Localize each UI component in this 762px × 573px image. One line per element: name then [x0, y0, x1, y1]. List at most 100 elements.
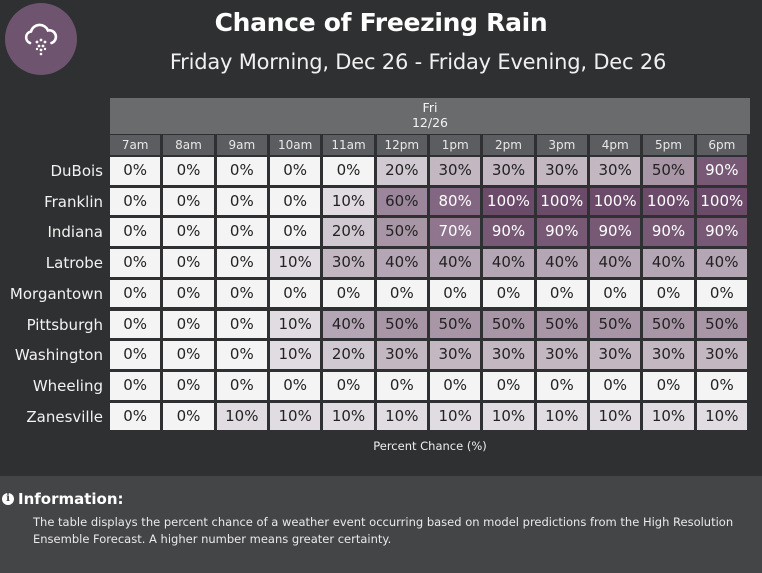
heatmap-cell: 90% [536, 218, 587, 247]
heatmap-cell: 0% [270, 279, 321, 308]
heatmap-cell: 10% [216, 402, 267, 431]
hour-header-row: 7am 8am 9am 10am 11am 12pm 1pm 2pm 3pm 4pm 5pm 6pm [110, 135, 750, 155]
heatmap-cell: 0% [163, 341, 214, 369]
heatmap-cell: 0% [163, 157, 214, 185]
heatmap-cell: 0% [270, 218, 321, 247]
info-heading-text: Information: [18, 490, 124, 508]
heatmap-cell: 30% [696, 341, 747, 369]
day-header: Fri 12/26 [110, 98, 750, 134]
heatmap-cell: 0% [270, 187, 321, 216]
heatmap-cell: 0% [643, 371, 694, 400]
heatmap-cell: 30% [643, 341, 694, 369]
row-label: Wheeling [32, 376, 103, 395]
heatmap-cell: 40% [536, 249, 587, 277]
heatmap-cell: 0% [216, 371, 267, 400]
heatmap-cell: 10% [536, 402, 587, 431]
day-date: 12/26 [411, 115, 449, 130]
heatmap-cell: 0% [110, 371, 161, 400]
heatmap-cell: 0% [323, 157, 374, 185]
heatmap-cell: 30% [536, 341, 587, 369]
info-heading: i Information: [2, 490, 124, 508]
heatmap-cell: 0% [430, 279, 481, 308]
heatmap-cell: 0% [590, 371, 641, 400]
chart-title: Chance of Freezing Rain [214, 8, 548, 37]
heatmap-cell: 0% [323, 371, 374, 400]
heatmap-cell: 100% [643, 187, 694, 216]
heatmap-cell: 0% [696, 371, 747, 400]
info-text: The table displays the percent chance of… [33, 515, 734, 546]
heatmap-cell: 40% [483, 249, 534, 277]
heatmap-cell: 40% [590, 249, 641, 277]
heatmap-cell: 0% [163, 402, 214, 431]
heatmap-cell: 30% [536, 157, 587, 185]
info-icon: i [2, 493, 14, 505]
heatmap-cell: 30% [590, 157, 641, 185]
freezing-rain-cloud-icon [24, 23, 58, 56]
heatmap-cell: 50% [430, 310, 481, 339]
hour-header: 5pm [643, 135, 694, 155]
heatmap-cell: 0% [110, 157, 161, 185]
heatmap-cell: 10% [430, 402, 481, 431]
heatmap-cell: 10% [696, 402, 747, 431]
heatmap-cell: 30% [590, 341, 641, 369]
hour-header: 3pm [536, 135, 587, 155]
heatmap-cell: 100% [696, 187, 747, 216]
heatmap-cell: 0% [110, 341, 161, 369]
heatmap-cell: 0% [163, 371, 214, 400]
heatmap-cell: 0% [483, 371, 534, 400]
row-label: Zanesville [26, 407, 103, 426]
heatmap-cell: 0% [163, 187, 214, 216]
heatmap-cell: 0% [110, 249, 161, 277]
heatmap-cell: 10% [643, 402, 694, 431]
row-label: Morgantown [9, 284, 103, 303]
heatmap-cell: 30% [323, 249, 374, 277]
heatmap-cell: 50% [536, 310, 587, 339]
heatmap-cell: 90% [643, 218, 694, 247]
heatmap-cell: 100% [590, 187, 641, 216]
heatmap-cell: 0% [163, 218, 214, 247]
heatmap-cell: 0% [110, 279, 161, 308]
chart-subtitle: Friday Morning, Dec 26 - Friday Evening,… [169, 50, 667, 74]
heatmap-cell: 0% [110, 187, 161, 216]
heatmap-cell: 0% [163, 310, 214, 339]
heatmap-cell: 0% [483, 279, 534, 308]
heatmap-cell: 20% [323, 341, 374, 369]
heatmap-cell: 0% [536, 371, 587, 400]
heatmap-cell: 10% [376, 402, 427, 431]
info-panel: i Information: The table displays the pe… [0, 476, 762, 573]
heatmap-cell: 50% [376, 310, 427, 339]
heatmap-cell: 10% [323, 187, 374, 216]
heatmap-cell: 70% [430, 218, 481, 247]
hour-header: 9am [216, 135, 267, 155]
heatmap-cell: 0% [643, 279, 694, 308]
row-label: Franklin [44, 192, 103, 211]
heatmap-cell: 80% [430, 187, 481, 216]
heatmap-cell: 0% [590, 279, 641, 308]
heatmap-cell: 0% [216, 187, 267, 216]
row-label: Latrobe [45, 254, 103, 273]
heatmap-cell: 10% [270, 402, 321, 431]
heatmap-cell: 90% [483, 218, 534, 247]
heatmap-cell: 20% [376, 157, 427, 185]
heatmap-cell: 40% [323, 310, 374, 339]
heatmap-cell: 30% [430, 157, 481, 185]
heatmap-cell: 10% [483, 402, 534, 431]
heatmap-cell: 30% [376, 341, 427, 369]
heatmap-cell: 0% [216, 310, 267, 339]
heatmap-cell: 60% [376, 187, 427, 216]
row-label: Pittsburgh [26, 315, 103, 334]
heatmap-cell: 0% [216, 341, 267, 369]
hour-header: 8am [163, 135, 214, 155]
heatmap-cell: 0% [376, 279, 427, 308]
heatmap-cell: 30% [430, 341, 481, 369]
heatmap-cell: 0% [430, 371, 481, 400]
heatmap-cell: 90% [696, 157, 747, 185]
heatmap-cell: 30% [483, 157, 534, 185]
row-label: Washington [14, 346, 103, 365]
heatmap-cell: 0% [110, 218, 161, 247]
row-label: DuBois [50, 162, 103, 180]
heatmap-cell: 50% [590, 310, 641, 339]
heatmap-cell: 0% [323, 279, 374, 308]
heatmap-cell: 0% [216, 218, 267, 247]
hour-header: 2pm [483, 135, 534, 155]
